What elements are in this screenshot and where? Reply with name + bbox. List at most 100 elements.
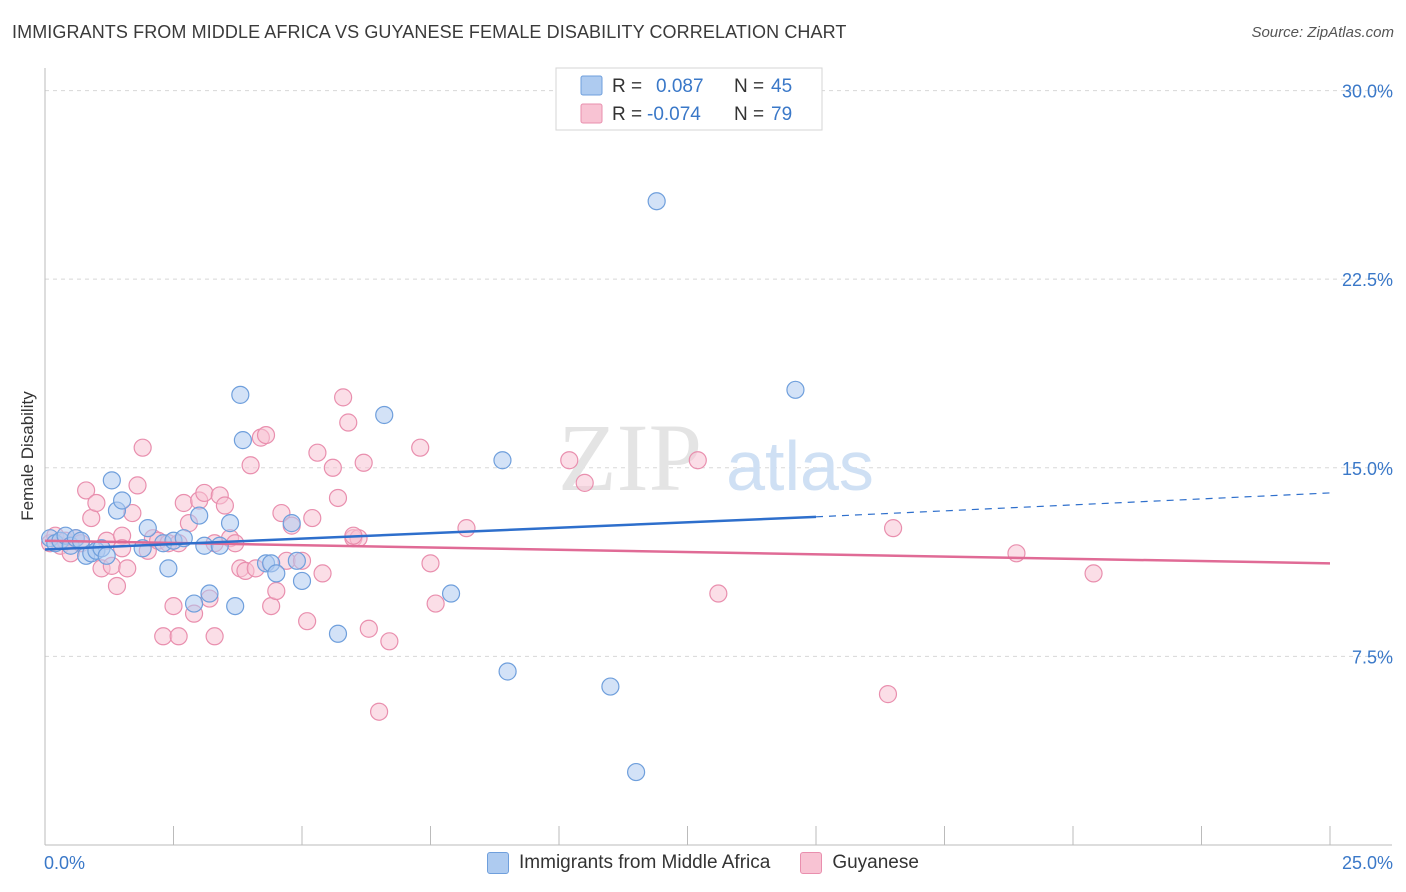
data-point-middle-africa [647,192,666,211]
data-point-guyanese [688,451,707,470]
tick-labels: 7.5% 15.0% 22.5% 30.0% 0.0% 25.0% [44,82,1393,873]
legend-item-middle-africa: Immigrants from Middle Africa [487,852,770,874]
data-point-guyanese [339,413,358,432]
data-point-guyanese [205,627,224,646]
y-tick-label: 7.5% [1352,647,1393,667]
data-point-guyanese [118,559,137,578]
data-point-guyanese [308,443,327,462]
legend-r-value: 0.087 [656,76,704,97]
data-point-middle-africa [493,451,512,470]
data-point-guyanese [77,481,96,500]
data-point-middle-africa [102,471,121,490]
data-point-middle-africa [231,385,250,404]
legend-swatch-blue [487,852,510,874]
data-point-guyanese [154,627,173,646]
legend-swatch-pink [580,103,603,124]
data-point-guyanese [328,488,348,508]
x-tick-label: 0.0% [44,853,85,873]
watermark: ZIP atlas [558,404,874,511]
data-point-middle-africa [498,662,517,681]
watermark-zip: ZIP [558,404,702,511]
data-point-guyanese [169,627,188,646]
data-point-guyanese [709,584,728,603]
data-point-middle-africa [626,762,646,782]
data-point-guyanese [426,594,445,613]
data-point-guyanese [87,493,106,513]
data-point-middle-africa [292,571,312,591]
y-tick-label: 22.5% [1342,270,1393,290]
data-point-guyanese [298,612,317,631]
data-point-middle-africa [190,506,209,525]
data-point-guyanese [262,596,281,616]
data-point-guyanese [1084,564,1103,583]
data-point-guyanese [421,554,440,573]
data-point-guyanese [334,388,353,407]
legend-swatch-pink [800,852,823,874]
data-point-middle-africa [233,431,252,450]
data-point-middle-africa [601,677,620,696]
x-tick-label: 25.0% [1342,853,1393,873]
data-point-middle-africa [200,584,219,603]
trend-line-middle-africa [44,515,817,551]
data-point-guyanese [107,576,127,596]
legend-swatch-blue [580,75,603,96]
data-point-guyanese [195,483,214,503]
data-point-middle-africa [220,514,240,533]
legend-n-value: 79 [771,104,792,125]
data-point-middle-africa [97,546,116,565]
legend-label: Guyanese [832,852,919,873]
data-point-guyanese [112,539,132,558]
data-point-middle-africa [282,514,301,533]
data-point-guyanese [174,493,193,513]
chart-title: IMMIGRANTS FROM MIDDLE AFRICA VS GUYANES… [12,22,847,42]
legend-r-label: R = [612,76,642,97]
data-point-guyanese [370,702,389,721]
data-point-middle-africa [441,584,461,603]
grid-lines [45,90,1392,657]
data-point-guyanese [313,564,332,583]
data-point-middle-africa [138,519,157,538]
y-tick-label: 30.0% [1342,82,1393,102]
legend-label: Immigrants from Middle Africa [519,852,771,873]
data-point-guyanese [411,438,430,457]
legend-n-label: N = [734,76,764,97]
data-point-guyanese [457,519,476,538]
data-point-guyanese [1007,544,1026,563]
data-point-middle-africa [267,564,286,583]
data-point-middle-africa [328,624,348,643]
data-point-guyanese [323,458,342,477]
data-point-middle-africa [210,536,229,555]
axes [44,68,1392,846]
data-point-middle-africa [226,596,245,616]
data-point-middle-africa [112,491,132,510]
data-point-guyanese [133,438,152,457]
legend-r-value: -0.074 [647,104,701,125]
legend-n-value: 45 [771,76,792,97]
data-point-middle-africa [159,559,178,578]
data-point-guyanese [128,476,147,495]
data-point-middle-africa [195,536,214,555]
source-label: Source: ZipAtlas.com [1251,24,1394,41]
data-point-middle-africa [287,551,306,570]
data-point-guyanese [241,456,260,475]
data-point-guyanese [215,496,234,515]
trend-line-middle-africa-extension [815,492,1331,518]
data-point-guyanese [878,685,898,704]
y-tick-label: 15.0% [1342,459,1393,479]
data-point-guyanese [303,508,322,528]
data-point-guyanese [560,451,579,470]
data-point-guyanese [575,473,594,492]
legend-top: R = 0.087 N = 45 R = -0.074 N = 79 [555,67,823,131]
data-point-middle-africa [375,405,394,425]
data-point-guyanese [256,425,276,445]
data-point-guyanese [267,581,286,601]
data-point-guyanese [380,632,399,651]
series-middle-africa-points [41,192,805,782]
data-point-guyanese [82,508,101,528]
trend-lines [44,492,1331,565]
data-point-guyanese [359,619,378,638]
watermark-atlas: atlas [726,427,874,505]
trend-line-guyanese [44,539,1331,565]
data-point-guyanese [164,596,183,616]
data-point-middle-africa [184,594,204,613]
